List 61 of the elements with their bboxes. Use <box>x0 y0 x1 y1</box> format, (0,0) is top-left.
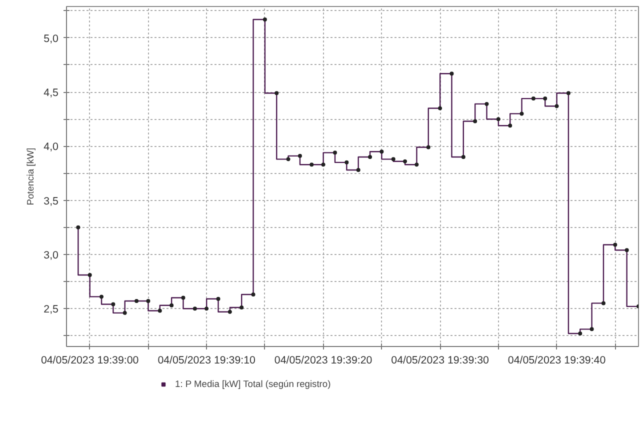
point <box>321 162 326 167</box>
point <box>601 301 606 306</box>
x-tick-label: 04/05/2023 19:39:30 <box>391 354 490 366</box>
point <box>158 308 162 313</box>
x-tick-label: 04/05/2023 19:39:00 <box>40 354 139 366</box>
point <box>251 292 256 297</box>
point <box>613 242 618 247</box>
point <box>438 106 442 110</box>
point <box>204 306 209 311</box>
point <box>578 332 582 336</box>
y-tick-label: 2,5 <box>44 304 59 316</box>
point <box>192 306 197 311</box>
point <box>274 91 279 96</box>
point <box>484 102 489 106</box>
point <box>391 157 396 162</box>
point <box>134 299 139 304</box>
y-axis-title: Potencia [kW] <box>26 148 36 206</box>
point <box>181 296 186 300</box>
point <box>508 124 512 128</box>
y-tick-label: 3,0 <box>44 249 59 262</box>
x-tick-label: 04/05/2023 19:39:40 <box>508 354 606 366</box>
point <box>332 150 337 155</box>
point <box>170 303 174 308</box>
point <box>450 72 454 76</box>
point <box>344 160 349 164</box>
point <box>262 17 267 22</box>
point <box>310 162 314 167</box>
point <box>531 96 536 101</box>
point <box>228 310 232 314</box>
point <box>554 104 559 108</box>
point <box>624 248 629 252</box>
point <box>461 155 466 160</box>
y-tick-label: 4,5 <box>44 87 59 100</box>
x-tick-label: 04/05/2023 19:39:10 <box>158 354 256 366</box>
point <box>100 294 104 299</box>
point <box>380 150 384 154</box>
point <box>543 96 548 101</box>
point <box>146 299 150 304</box>
point <box>286 157 290 162</box>
point <box>403 159 408 164</box>
point <box>298 154 302 158</box>
point <box>426 145 430 150</box>
point <box>496 117 500 122</box>
point <box>566 91 570 96</box>
y-tick-label: 3,5 <box>44 195 59 208</box>
legend-label: 1: P Media [kW] Total (según registro) <box>175 379 331 389</box>
x-tick-label: 04/05/2023 19:39:20 <box>274 354 372 366</box>
point <box>122 310 127 315</box>
point <box>76 225 80 230</box>
point <box>473 119 478 124</box>
point <box>414 162 419 167</box>
point <box>520 112 524 116</box>
y-tick-label: 4,0 <box>44 141 59 154</box>
point <box>216 296 220 301</box>
point <box>590 327 594 332</box>
point <box>356 168 360 172</box>
point <box>240 306 244 310</box>
y-tick-label: 5,0 <box>44 32 59 45</box>
point <box>368 155 372 160</box>
point <box>88 273 92 278</box>
point <box>111 302 116 306</box>
